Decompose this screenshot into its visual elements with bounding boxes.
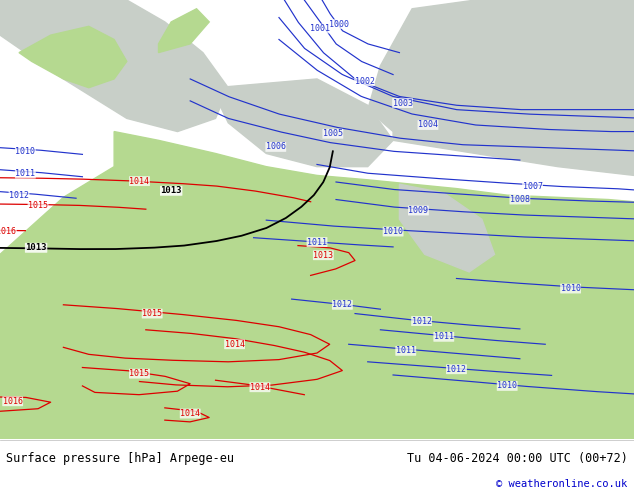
Polygon shape — [158, 9, 209, 52]
Text: 1011: 1011 — [396, 346, 416, 355]
Text: 1014: 1014 — [250, 383, 270, 392]
Text: 1011: 1011 — [434, 332, 454, 342]
Text: 1015: 1015 — [129, 369, 150, 378]
Text: 1001: 1001 — [310, 24, 330, 33]
Text: 1007: 1007 — [522, 182, 543, 191]
Text: 1011: 1011 — [307, 238, 327, 246]
Polygon shape — [0, 132, 634, 439]
Text: 1000: 1000 — [329, 20, 349, 28]
Text: 1013: 1013 — [160, 186, 182, 196]
Text: 1002: 1002 — [354, 76, 375, 86]
Text: 1009: 1009 — [408, 206, 429, 215]
Text: 1016: 1016 — [0, 227, 16, 236]
Text: 1015: 1015 — [142, 309, 162, 318]
Polygon shape — [368, 0, 634, 175]
Text: 1015: 1015 — [28, 201, 48, 210]
Text: 1004: 1004 — [418, 121, 438, 129]
Text: 1014: 1014 — [224, 340, 245, 349]
Text: 1013: 1013 — [25, 243, 47, 252]
Text: 1010: 1010 — [383, 227, 403, 236]
Text: 1008: 1008 — [510, 195, 530, 204]
Text: 1016: 1016 — [3, 397, 23, 406]
Text: 1003: 1003 — [392, 98, 413, 108]
Text: 1010: 1010 — [560, 284, 581, 293]
Text: 1010: 1010 — [497, 381, 517, 391]
Text: 1014: 1014 — [180, 409, 200, 418]
Text: 1005: 1005 — [323, 129, 343, 138]
Text: 1014: 1014 — [129, 176, 150, 186]
Text: Tu 04-06-2024 00:00 UTC (00+72): Tu 04-06-2024 00:00 UTC (00+72) — [407, 452, 628, 465]
Polygon shape — [19, 26, 127, 88]
Text: 1012: 1012 — [446, 365, 467, 374]
Text: 1012: 1012 — [9, 191, 29, 199]
Polygon shape — [399, 184, 495, 272]
Text: 1011: 1011 — [15, 169, 36, 178]
Text: Surface pressure [hPa] Arpege-eu: Surface pressure [hPa] Arpege-eu — [6, 452, 235, 465]
Text: 1012: 1012 — [332, 300, 353, 309]
Text: 1010: 1010 — [15, 147, 36, 156]
Text: 1013: 1013 — [313, 251, 333, 260]
Text: © weatheronline.co.uk: © weatheronline.co.uk — [496, 479, 628, 489]
Text: 1012: 1012 — [411, 317, 432, 325]
Polygon shape — [0, 0, 228, 132]
Polygon shape — [216, 79, 393, 167]
Text: 1006: 1006 — [266, 143, 286, 151]
